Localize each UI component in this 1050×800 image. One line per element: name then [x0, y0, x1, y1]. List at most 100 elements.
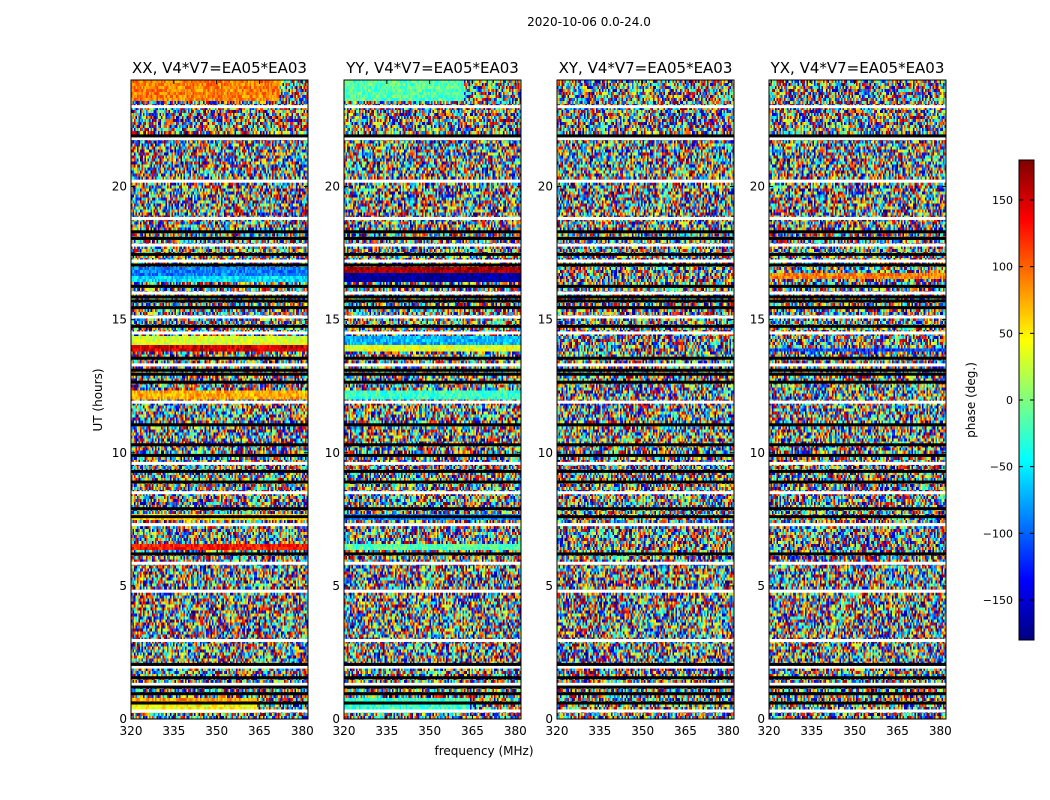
x-tick-label: 350 [418, 724, 441, 738]
y-tick-label: 15 [112, 313, 127, 327]
y-tick-label: 10 [112, 446, 127, 460]
x-tick-label: 350 [631, 724, 654, 738]
flag-gap-white [769, 400, 946, 404]
flag-gap-black [344, 252, 521, 256]
flag-gap-black [557, 676, 734, 680]
flag-gap-black [131, 252, 308, 256]
flag-gap-black [344, 443, 521, 447]
x-tick-label: 320 [333, 724, 356, 738]
y-tick-label: 0 [119, 712, 127, 726]
flag-gap-white [344, 315, 521, 319]
panel-title: YY, V4*V7=EA05*EA03 [345, 59, 519, 77]
flag-gap-black [769, 295, 946, 299]
x-tick-label: 320 [120, 724, 143, 738]
y-axis-label: UT (hours) [91, 368, 105, 431]
flag-gap-white [769, 461, 946, 465]
heatmap-image [769, 80, 946, 719]
x-tick-label: 335 [800, 724, 823, 738]
x-tick-label: 350 [205, 724, 228, 738]
flag-gap-white [131, 589, 308, 593]
flag-gap-black [557, 324, 734, 328]
flag-gap-black [557, 662, 734, 666]
flag-gap-black [344, 356, 521, 360]
flag-gap-black [769, 306, 946, 310]
flag-gap-white [557, 179, 734, 183]
flag-gap-white [557, 682, 734, 686]
flag-gap-black [344, 676, 521, 680]
flag-gap-black [769, 469, 946, 473]
flag-gap-white [344, 105, 521, 109]
flag-gap-black [557, 507, 734, 511]
flag-gap-white [769, 331, 946, 335]
flag-gap-black [557, 443, 734, 447]
flag-gap-black [557, 306, 734, 310]
flag-gap-white [557, 709, 734, 713]
flag-gap-black [557, 134, 734, 138]
flag-gap-black [557, 380, 734, 384]
flag-gap-white [131, 137, 308, 141]
flag-gap-black [344, 372, 521, 376]
y-tick-label: 15 [538, 313, 553, 327]
flag-gap-black [344, 507, 521, 511]
flag-gap-black [131, 480, 308, 484]
y-tick-label: 0 [545, 712, 553, 726]
flag-gap-black [557, 284, 734, 288]
flag-gap-black [344, 423, 521, 427]
flag-gap-white [344, 709, 521, 713]
flag-gap-black [131, 692, 308, 696]
flag-gap-black [131, 299, 308, 303]
flag-gap-black [769, 453, 946, 457]
flag-gap-black [344, 552, 521, 556]
flag-gap-black [769, 515, 946, 519]
panel-1: XX, V4*V7=EA05*EA03 320 335 350 365 380 0 5 10 15… [112, 59, 314, 738]
flag-gap-white [557, 216, 734, 220]
panel-4: YX, V4*V7=EA05*EA03 320 335 350 365 380 0 5 10 15… [750, 59, 952, 738]
flag-gap-black [344, 469, 521, 473]
flag-gap-white [344, 561, 521, 565]
colorbar: 150 100 50 0 −50 −100 −150 [983, 159, 1035, 641]
flag-gap-white [769, 243, 946, 247]
flag-gap-black [131, 295, 308, 299]
x-tick-label: 335 [162, 724, 185, 738]
flag-gap-white [344, 638, 521, 642]
flag-gap-white [769, 179, 946, 183]
flag-gap-black [769, 701, 946, 705]
figure-suptitle: 2020-10-06 0.0-24.0 [527, 15, 651, 29]
flag-gap-black [131, 469, 308, 473]
flag-gap-white [344, 243, 521, 247]
panel-2: YY, V4*V7=EA05*EA03 320 335 350 365 380 0 5 10 15… [325, 59, 527, 738]
flag-gap-white [769, 491, 946, 495]
flag-gap-white [344, 331, 521, 335]
heatmap-image [344, 80, 521, 719]
y-tick-label: 15 [325, 313, 340, 327]
flag-gap-black [557, 685, 734, 689]
flag-gap-white [131, 682, 308, 686]
flag-gap-white [557, 363, 734, 367]
flag-gap-white [769, 589, 946, 593]
flag-gap-white [557, 491, 734, 495]
flag-gap-black [769, 380, 946, 384]
y-tick-label: 10 [325, 446, 340, 460]
flag-gap-black [769, 423, 946, 427]
flag-gap-white [557, 638, 734, 642]
panels-group: XX, V4*V7=EA05*EA03 320 335 350 365 380 0 5 10 15… [112, 59, 952, 738]
flag-gap-white [131, 561, 308, 565]
flag-gap-black [131, 134, 308, 138]
y-tick-label: 10 [538, 446, 553, 460]
flag-gap-white [344, 682, 521, 686]
x-tick-label: 320 [546, 724, 569, 738]
flag-gap-black [131, 453, 308, 457]
flag-gap-white [344, 259, 521, 263]
flag-gap-white [557, 561, 734, 565]
flag-gap-white [344, 137, 521, 141]
flag-gap-black [131, 230, 308, 234]
flag-gap-black [769, 507, 946, 511]
x-tick-label: 380 [929, 724, 952, 738]
panel-title: YX, V4*V7=EA05*EA03 [770, 59, 945, 77]
flag-gap-black [131, 306, 308, 310]
flag-gap-white [557, 331, 734, 335]
x-tick-label: 335 [588, 724, 611, 738]
flag-gap-black [557, 356, 734, 360]
flag-gap-black [131, 552, 308, 556]
flag-gap-white [557, 461, 734, 465]
